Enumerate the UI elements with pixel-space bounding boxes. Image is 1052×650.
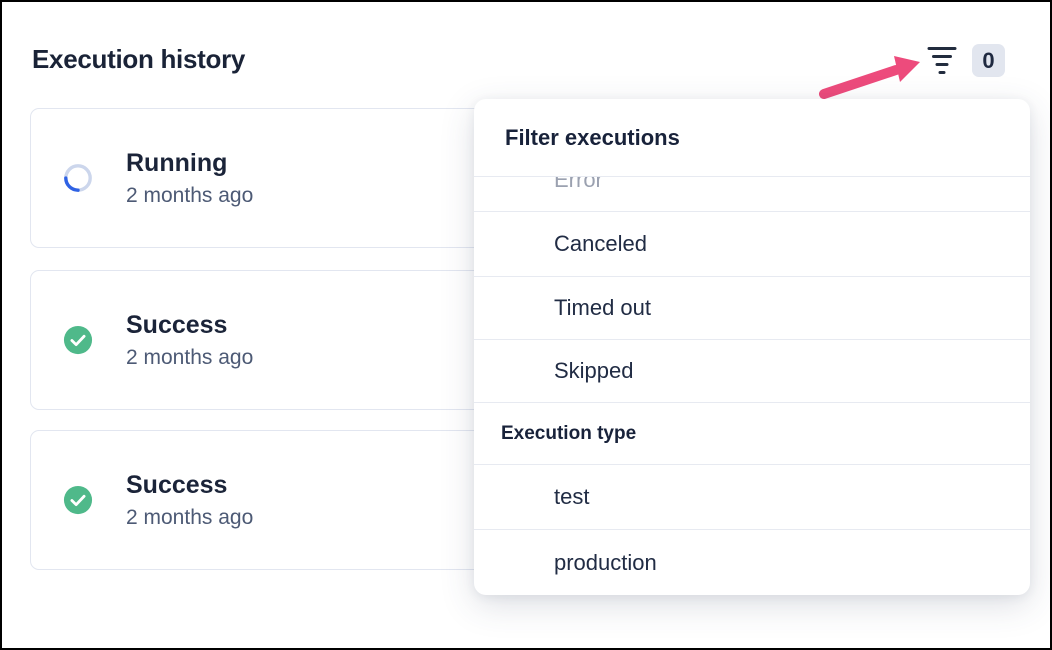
execution-time: 2 months ago: [126, 345, 254, 369]
filter-dropdown: Filter executions Error Canceled Timed o…: [474, 99, 1030, 595]
filter-option-timed-out[interactable]: Timed out: [474, 277, 1030, 340]
spinner-icon: [64, 164, 92, 192]
pink-arrow-icon: [819, 56, 920, 99]
filter-dropdown-title: Filter executions: [474, 99, 1030, 177]
execution-card-text: Success 2 months ago: [126, 471, 253, 530]
filter-option-canceled[interactable]: Canceled: [474, 212, 1030, 277]
filter-option-test[interactable]: test: [474, 465, 1030, 530]
execution-card-text: Success 2 months ago: [126, 311, 253, 370]
execution-status: Success: [126, 470, 228, 499]
filter-count-badge[interactable]: 0: [972, 44, 1005, 77]
check-circle-icon: [63, 325, 93, 355]
page-title: Execution history: [32, 44, 246, 74]
filter-icon[interactable]: [926, 46, 958, 76]
execution-status: Running: [126, 148, 228, 177]
filter-icon-bar: [932, 55, 952, 58]
filter-section-execution-type: Execution type: [474, 403, 1030, 465]
filter-option-error-partial[interactable]: Error: [474, 177, 1030, 212]
filter-option-skipped[interactable]: Skipped: [474, 340, 1030, 403]
filter-icon-bar: [927, 47, 957, 50]
filter-option-label: Error: [554, 177, 603, 192]
check-circle-icon: [63, 485, 93, 515]
execution-status: Success: [126, 310, 228, 339]
filter-option-production[interactable]: production: [554, 549, 657, 575]
execution-time: 2 months ago: [126, 183, 254, 207]
execution-card-text: Running 2 months ago: [126, 149, 253, 208]
filter-icon-bar: [938, 71, 946, 74]
filter-icon-bar: [935, 63, 949, 66]
execution-time: 2 months ago: [126, 505, 254, 529]
